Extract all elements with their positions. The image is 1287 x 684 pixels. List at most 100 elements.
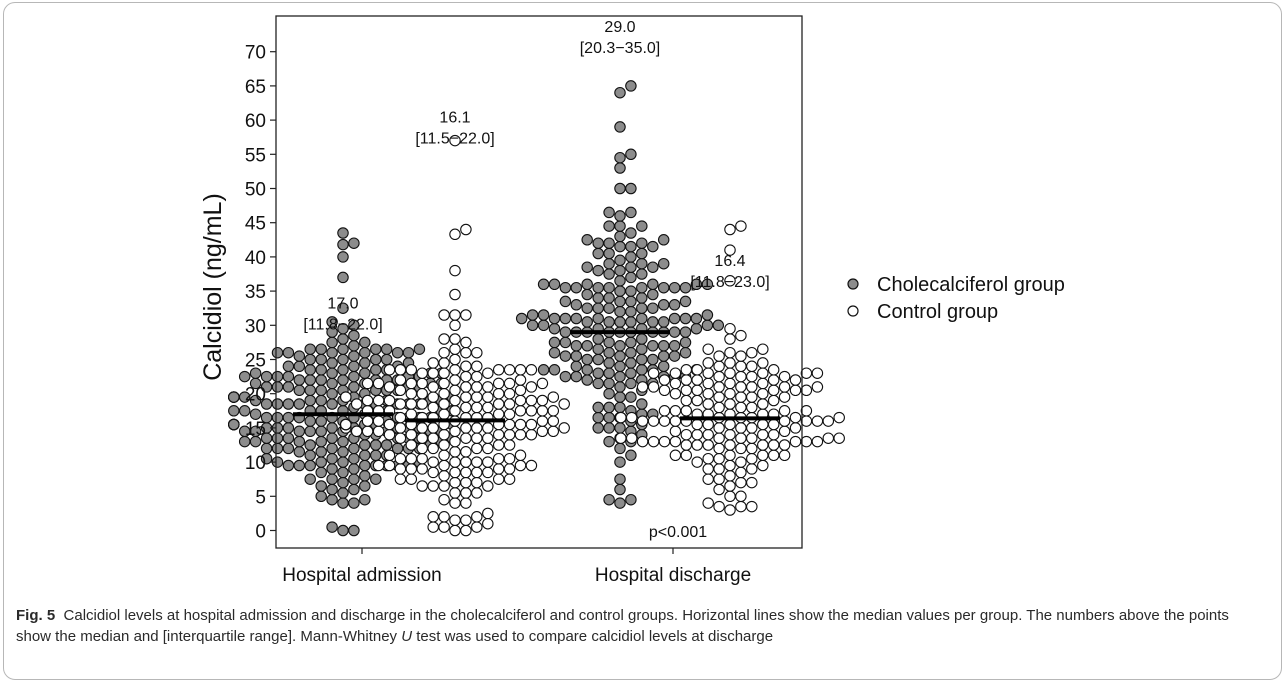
data-point [581, 234, 593, 246]
data-point [614, 264, 626, 277]
data-point [592, 292, 604, 304]
data-point [525, 418, 538, 431]
data-point [581, 302, 593, 314]
data-point [559, 312, 572, 325]
data-point [282, 360, 295, 373]
data-point [383, 364, 396, 376]
data-point [449, 364, 461, 376]
data-point [515, 312, 528, 325]
data-point [304, 394, 316, 407]
median-label: 16.1 [439, 109, 470, 126]
data-point [416, 367, 428, 379]
data-point [260, 411, 273, 424]
data-point [746, 452, 758, 465]
data-point [603, 493, 615, 506]
data-point [525, 405, 538, 417]
data-point [348, 452, 360, 465]
data-point [416, 398, 428, 410]
data-point [482, 442, 494, 455]
data-point [503, 377, 516, 390]
data-point [337, 322, 349, 335]
data-point [405, 473, 418, 485]
data-point [625, 316, 637, 328]
data-point [380, 439, 393, 451]
data-point [657, 340, 670, 352]
data-point [471, 476, 483, 489]
data-point [625, 449, 637, 462]
y-tick-label: 50 [245, 180, 266, 201]
data-point [361, 415, 374, 427]
data-point [402, 346, 415, 359]
x-tick-label: Hospital admission [282, 565, 441, 586]
data-point [713, 432, 725, 444]
data-point [691, 374, 703, 386]
data-point [471, 381, 483, 393]
data-point [669, 367, 682, 379]
data-point [337, 497, 349, 509]
data-point [460, 391, 472, 403]
data-point [702, 497, 714, 509]
data-point [326, 452, 338, 465]
data-point [326, 367, 338, 379]
data-point [449, 497, 461, 509]
data-point [326, 422, 338, 434]
data-point [438, 387, 450, 400]
data-point [383, 428, 396, 441]
iqr-label: [11.8−22.0] [303, 317, 382, 334]
data-point [315, 384, 327, 397]
data-point [514, 449, 527, 462]
data-point [337, 227, 349, 239]
data-point [603, 411, 615, 424]
data-point [679, 295, 692, 308]
data-point [260, 370, 273, 383]
data-point [416, 432, 428, 444]
data-point [800, 384, 813, 397]
data-point [811, 435, 824, 448]
data-point [701, 319, 714, 332]
data-point [592, 312, 604, 325]
data-point [592, 422, 604, 434]
data-point [416, 377, 428, 390]
data-point [337, 364, 349, 376]
data-point [735, 381, 747, 393]
data-point [789, 374, 802, 386]
data-point [370, 473, 382, 485]
data-point [438, 480, 450, 492]
data-point [271, 432, 284, 444]
data-point [702, 343, 714, 355]
data-point [460, 223, 472, 236]
data-point [438, 459, 450, 472]
data-point [558, 422, 570, 434]
data-point [416, 463, 428, 475]
data-point [724, 322, 736, 335]
y-tick-label: 70 [245, 43, 266, 64]
data-point [471, 466, 483, 479]
figure-caption: Fig. 5 Calcidiol levels at hospital admi… [16, 605, 1266, 647]
data-point [536, 405, 549, 417]
data-point [614, 422, 626, 434]
data-point [658, 374, 671, 386]
data-point [702, 398, 714, 410]
data-point [282, 422, 295, 434]
data-point [735, 456, 747, 468]
data-point [735, 442, 747, 455]
data-point [460, 346, 472, 359]
data-point [438, 493, 450, 506]
data-point [789, 411, 802, 424]
y-tick-label: 45 [245, 214, 266, 235]
y-tick-label: 55 [245, 145, 266, 166]
data-point [778, 439, 791, 451]
data-point [767, 394, 780, 407]
data-point [304, 343, 316, 355]
data-point [724, 480, 736, 492]
data-point [449, 134, 461, 147]
data-point [304, 439, 316, 451]
data-point [416, 480, 428, 492]
data-point [337, 456, 349, 468]
data-point [315, 394, 327, 407]
data-point [625, 305, 637, 318]
data-point [668, 350, 681, 362]
data-point [614, 340, 626, 352]
data-point [348, 319, 360, 332]
data-point [405, 463, 418, 475]
